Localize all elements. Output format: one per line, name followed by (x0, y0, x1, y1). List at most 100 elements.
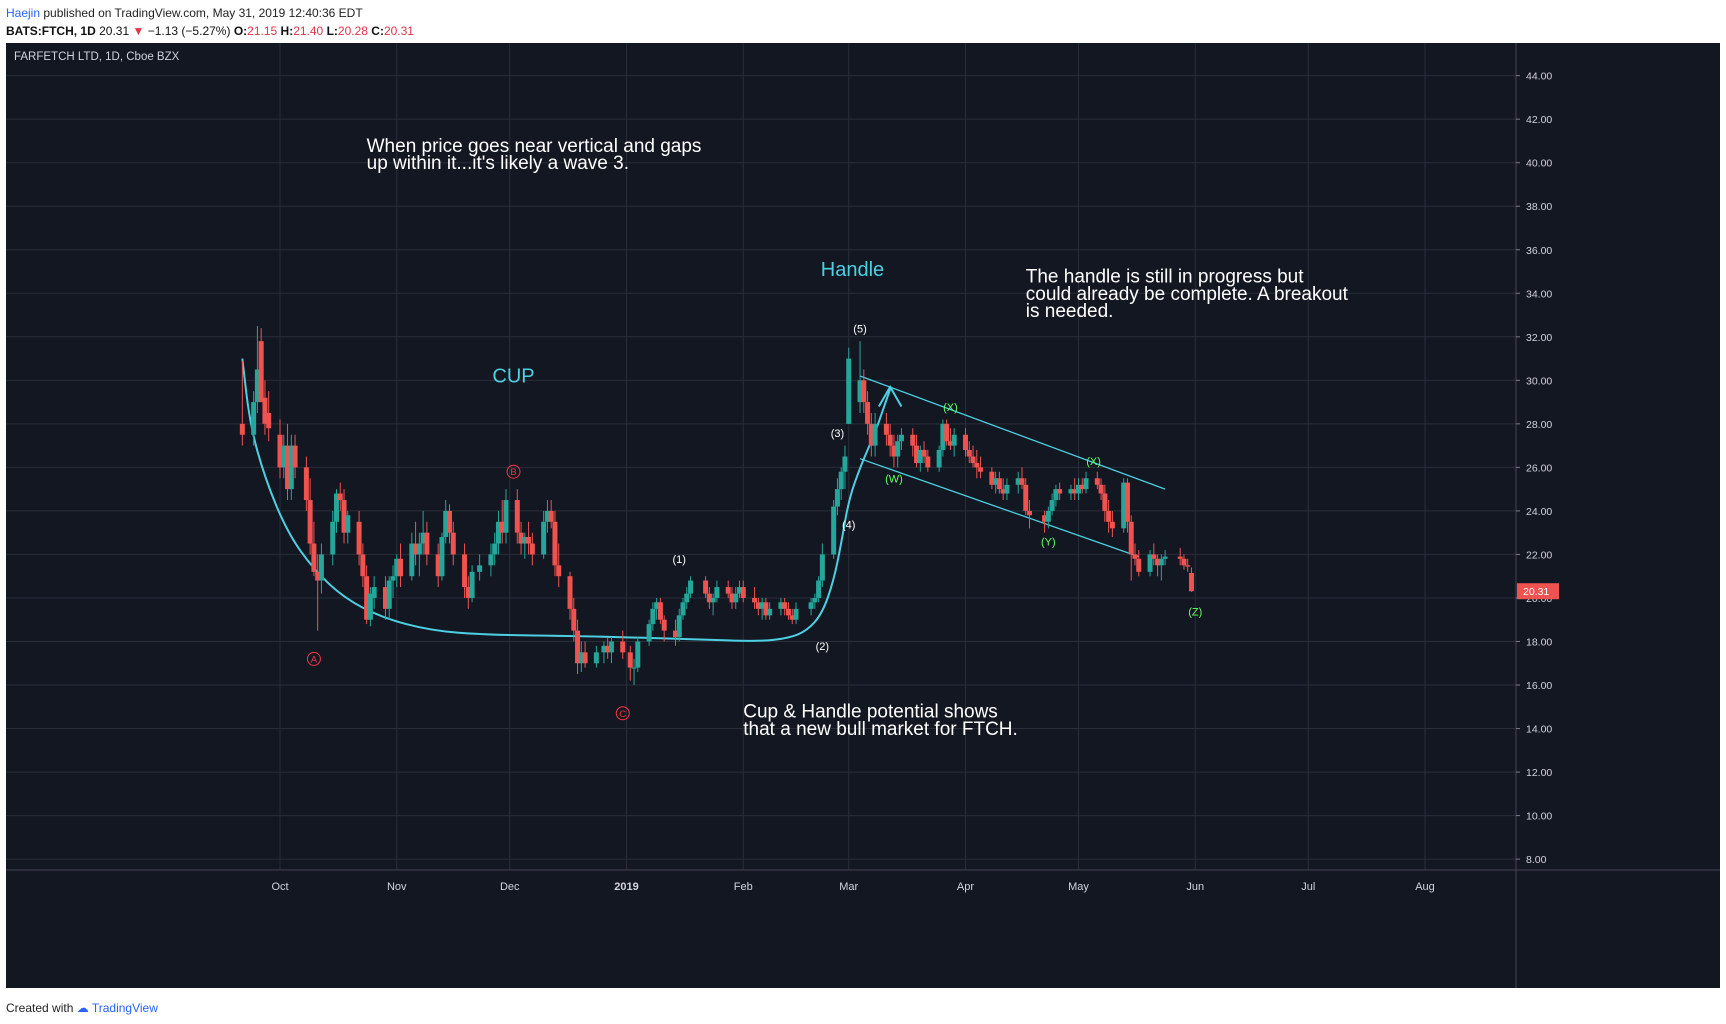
candle-body (575, 630, 581, 664)
candle (608, 637, 614, 664)
candle-body (838, 471, 844, 490)
y-tick-label: 10.00 (1526, 811, 1552, 823)
candle-body (672, 630, 678, 638)
candle (733, 587, 739, 609)
candle-body (1045, 510, 1051, 522)
y-tick-label: 40.00 (1526, 158, 1552, 170)
candle (737, 580, 743, 598)
candle-body (266, 412, 272, 429)
candle-body (752, 597, 758, 603)
wave-a-label: A (306, 651, 321, 666)
candle (548, 500, 554, 529)
candle-body (1181, 558, 1187, 566)
candle (895, 434, 901, 468)
candle-body (1000, 489, 1006, 494)
author-link[interactable]: Haejin (6, 6, 41, 20)
candle-body (605, 645, 611, 653)
candle (503, 489, 509, 544)
candle-body (1049, 500, 1055, 511)
candle-body (277, 434, 283, 468)
candle (1083, 471, 1089, 494)
candle-body (620, 641, 626, 653)
candle-body (684, 593, 690, 603)
candle (925, 449, 931, 472)
candle (883, 412, 889, 446)
candle (288, 434, 294, 501)
candle (710, 593, 716, 616)
candle (333, 489, 339, 533)
y-tick-label: 24.00 (1526, 506, 1552, 518)
candle-body (785, 608, 791, 616)
candle-body (251, 402, 257, 435)
candle (1098, 478, 1104, 501)
candle-body (631, 667, 637, 669)
candle-body (1158, 558, 1164, 566)
annotation-text: could already be complete. A breakout (1026, 284, 1349, 305)
candle (752, 587, 758, 609)
candle (1151, 543, 1157, 566)
candle (1019, 467, 1025, 490)
candle-body (345, 515, 351, 533)
candle-body (936, 449, 942, 468)
candle (382, 576, 388, 620)
candle (462, 543, 468, 598)
candle-body (654, 602, 660, 609)
candle (842, 445, 848, 490)
y-tick-label: 34.00 (1526, 288, 1552, 300)
open-label: O: (233, 24, 248, 38)
candle (495, 510, 501, 555)
candle-body (978, 467, 984, 472)
candle (951, 428, 957, 457)
candle-body (887, 434, 893, 446)
candle (834, 478, 840, 516)
wave-letter: B (510, 467, 516, 478)
time-axis[interactable]: Oct Nov Dec 2019 Feb Mar Apr May Jun Jul Aug (6, 869, 1720, 893)
price-axis[interactable]: 8.0010.0012.0014.0016.0018.0020.0022.002… (1515, 43, 1720, 988)
candle-body (646, 624, 652, 642)
wave-circle (506, 464, 521, 479)
x-tick-label: Nov (387, 881, 407, 893)
candle (281, 434, 287, 479)
candle-body (1019, 478, 1025, 485)
annotation-text: Cup & Handle potential shows (743, 702, 998, 723)
candle (654, 597, 660, 620)
candle-body (812, 597, 818, 603)
candle-body (608, 641, 614, 653)
candle-body (733, 593, 739, 603)
candle-body (416, 543, 422, 555)
candle-body (846, 358, 852, 424)
candle-body (303, 467, 309, 501)
candle (936, 445, 942, 472)
price-chart[interactable]: When price goes near vertical and gapsup… (6, 43, 1720, 988)
tradingview-link[interactable]: TradingView (91, 1001, 158, 1015)
candle (688, 576, 694, 598)
candle (1188, 567, 1194, 592)
y-tick-label: 14.00 (1526, 724, 1552, 736)
candle-body (571, 608, 577, 631)
candle-body (1072, 489, 1078, 494)
y-tick-label: 44.00 (1526, 71, 1552, 83)
annotation-text: (3) (831, 428, 844, 440)
x-tick-label: Jul (1301, 881, 1315, 893)
candle (993, 471, 999, 494)
candle (1027, 500, 1033, 529)
candle (857, 341, 863, 413)
candle (258, 328, 264, 403)
candle (1015, 471, 1021, 494)
candle (254, 325, 260, 413)
price-axis-bg (1516, 43, 1720, 988)
candle-body (1151, 554, 1157, 559)
candle (947, 428, 953, 450)
ticker-last: 20.31 (99, 24, 130, 38)
candle (1177, 547, 1183, 566)
candle-body (966, 449, 972, 457)
x-tick-label: Apr (957, 881, 974, 893)
candle (492, 532, 498, 566)
candle-body (544, 510, 550, 522)
candle (838, 467, 844, 501)
tradingview-logo-icon[interactable]: ☁ (76, 1001, 89, 1015)
chart-panel[interactable]: When price goes near vertical and gaps up… (6, 43, 1720, 988)
candle (725, 580, 731, 598)
candle-body (556, 565, 562, 577)
candle (808, 597, 814, 616)
